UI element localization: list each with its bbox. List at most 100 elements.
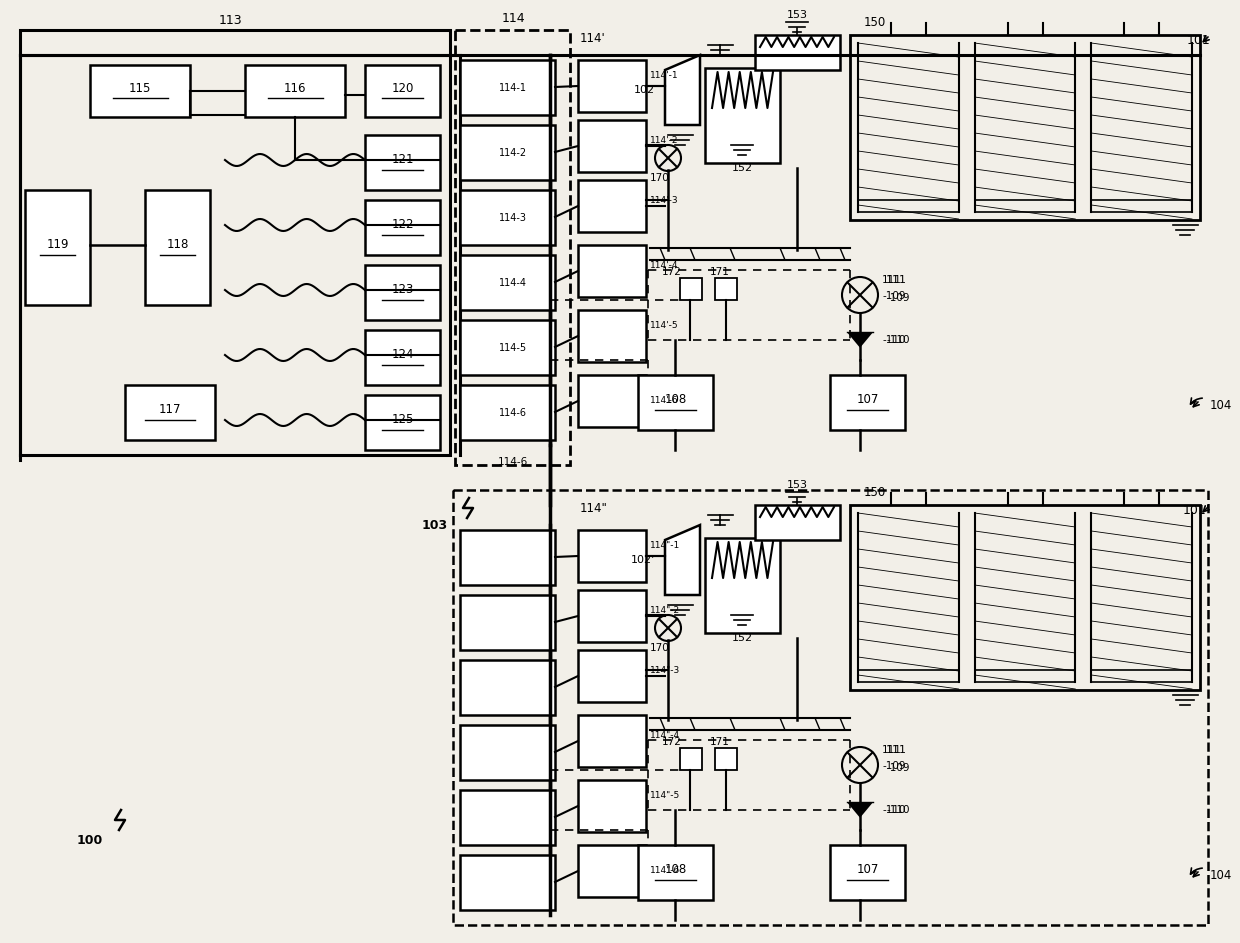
- Bar: [460, 660, 556, 715]
- Text: 114-3: 114-3: [498, 213, 527, 223]
- Text: 102': 102': [631, 555, 655, 565]
- Text: 170: 170: [650, 643, 670, 653]
- Bar: [453, 490, 1208, 925]
- Bar: [460, 530, 556, 585]
- Text: 170: 170: [650, 173, 670, 183]
- Bar: [706, 538, 780, 633]
- Bar: [460, 790, 556, 845]
- Text: 114: 114: [501, 11, 525, 25]
- Bar: [460, 855, 556, 910]
- Bar: [460, 190, 556, 245]
- Bar: [365, 330, 440, 385]
- Bar: [830, 845, 905, 900]
- Bar: [755, 505, 839, 540]
- Text: 121: 121: [392, 153, 414, 166]
- Text: 172: 172: [662, 737, 682, 747]
- Bar: [460, 60, 556, 115]
- Text: -110: -110: [887, 335, 909, 345]
- Text: 117: 117: [159, 403, 181, 416]
- Text: 114-1: 114-1: [498, 83, 527, 93]
- Bar: [715, 748, 737, 770]
- Bar: [755, 35, 839, 70]
- Bar: [639, 845, 713, 900]
- Text: -109: -109: [887, 293, 909, 303]
- Text: 150: 150: [864, 15, 887, 28]
- Bar: [578, 60, 646, 112]
- Text: 118: 118: [166, 238, 188, 251]
- Text: 104: 104: [1210, 399, 1233, 411]
- Text: 122: 122: [392, 218, 414, 231]
- Polygon shape: [847, 802, 873, 818]
- Bar: [20, 30, 450, 455]
- Text: 111: 111: [882, 275, 901, 285]
- Bar: [460, 385, 556, 440]
- Text: 114-2: 114-2: [498, 148, 527, 158]
- Text: 114'-6: 114'-6: [650, 395, 678, 405]
- Bar: [578, 845, 646, 897]
- Text: 114"-5: 114"-5: [650, 790, 681, 800]
- Text: 114-4: 114-4: [498, 278, 527, 288]
- Bar: [849, 505, 1200, 690]
- Text: 114-5: 114-5: [498, 343, 527, 353]
- Text: 103: 103: [422, 519, 448, 532]
- Bar: [578, 590, 646, 642]
- Text: 108: 108: [665, 393, 687, 406]
- Bar: [578, 310, 646, 362]
- Text: 114'-3: 114'-3: [650, 195, 678, 205]
- Bar: [145, 190, 210, 305]
- Text: 114'-1: 114'-1: [650, 71, 678, 79]
- Text: -110: -110: [887, 805, 909, 815]
- Text: 123: 123: [392, 283, 414, 296]
- Text: 114': 114': [580, 31, 606, 44]
- Bar: [460, 595, 556, 650]
- Bar: [715, 278, 737, 300]
- Bar: [578, 245, 646, 297]
- Bar: [578, 530, 646, 582]
- Text: 125: 125: [392, 413, 414, 426]
- Text: 107: 107: [857, 393, 879, 406]
- Bar: [460, 725, 556, 780]
- Bar: [125, 385, 215, 440]
- Text: 111: 111: [887, 275, 906, 285]
- Text: 114'-2: 114'-2: [650, 136, 678, 144]
- Text: 153: 153: [786, 10, 807, 20]
- Bar: [578, 375, 646, 427]
- Text: 124: 124: [392, 348, 414, 361]
- Text: 102: 102: [634, 85, 655, 95]
- Text: 120: 120: [392, 81, 414, 94]
- Text: 107: 107: [857, 863, 879, 876]
- Bar: [246, 65, 345, 117]
- Bar: [365, 395, 440, 450]
- Text: 104: 104: [1210, 869, 1233, 882]
- Text: 101: 101: [1187, 34, 1210, 46]
- Text: -110: -110: [882, 805, 905, 815]
- Text: 114"-4: 114"-4: [650, 731, 680, 739]
- Text: 113: 113: [218, 13, 242, 26]
- Text: 101': 101': [1183, 504, 1210, 517]
- Text: 111: 111: [882, 745, 901, 755]
- Text: 152: 152: [732, 633, 753, 643]
- Bar: [680, 278, 702, 300]
- Bar: [578, 180, 646, 232]
- Text: -109: -109: [882, 761, 905, 771]
- Text: 114'-4: 114'-4: [650, 260, 678, 270]
- Bar: [849, 35, 1200, 220]
- Text: 150: 150: [864, 486, 887, 499]
- Text: 115: 115: [129, 81, 151, 94]
- Text: -110: -110: [882, 335, 905, 345]
- Text: 114"-3: 114"-3: [650, 666, 681, 674]
- Text: 114": 114": [580, 502, 608, 515]
- Text: -109: -109: [882, 291, 905, 301]
- Text: 172: 172: [662, 267, 682, 277]
- Text: 114-6: 114-6: [498, 457, 528, 467]
- Bar: [578, 715, 646, 767]
- Text: 153: 153: [786, 480, 807, 490]
- Polygon shape: [665, 55, 701, 125]
- Bar: [365, 65, 440, 117]
- Bar: [639, 375, 713, 430]
- Text: 171: 171: [711, 737, 730, 747]
- Bar: [830, 375, 905, 430]
- Bar: [706, 68, 780, 163]
- Polygon shape: [847, 332, 873, 348]
- Text: -109: -109: [887, 763, 909, 773]
